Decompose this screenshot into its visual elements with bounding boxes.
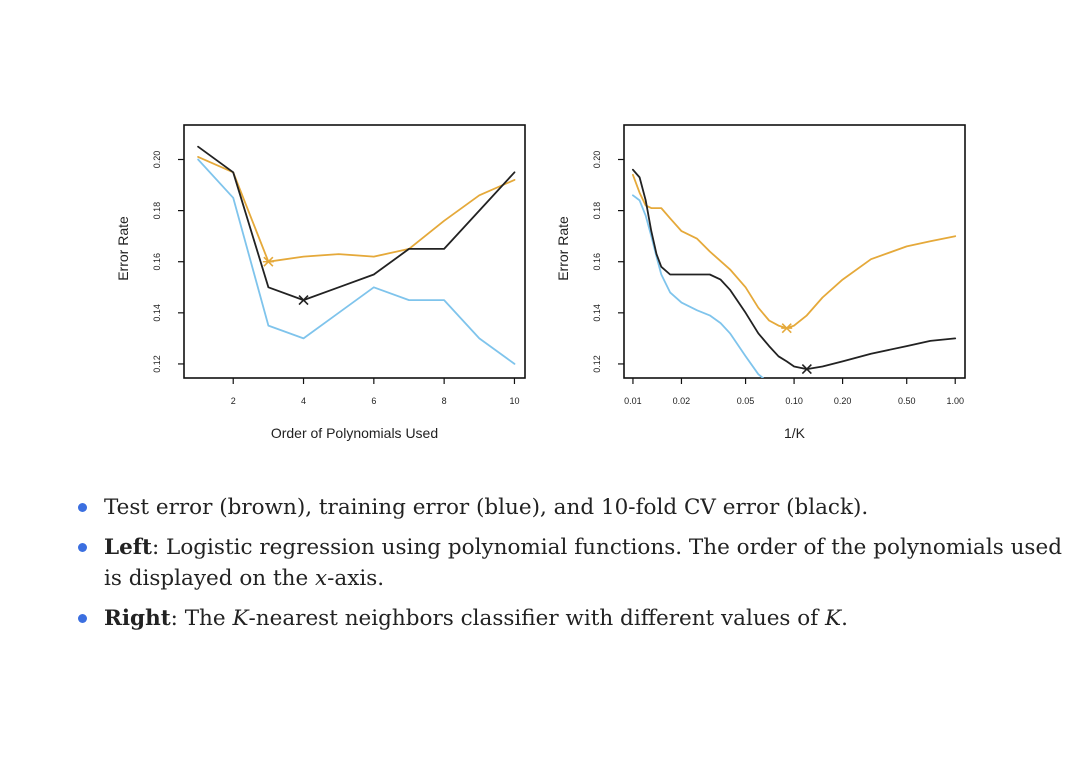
series-line-cv <box>632 168 957 371</box>
math-variable: x <box>315 566 328 591</box>
bullet-text: : Logistic regression using polynomial f… <box>104 535 1062 591</box>
x-tick-label: 0.20 <box>834 396 852 406</box>
x-axis-title: 1/K <box>784 425 806 441</box>
y-tick-label: 0.18 <box>152 202 162 220</box>
y-tick-label: 0.12 <box>152 355 162 373</box>
y-tick-label: 0.12 <box>592 355 602 373</box>
series-line-test <box>632 173 957 330</box>
plot-frame <box>623 124 966 379</box>
bullet-text: : The <box>170 606 233 631</box>
x-tick-label: 0.05 <box>737 396 755 406</box>
series-line-test <box>197 155 516 263</box>
min-cross-marker <box>298 294 309 306</box>
y-tick-label: 0.14 <box>152 304 162 322</box>
left-chart-panel: 2 4 6 8 10 0.12 0.14 0.16 0.18 0.20 Order of Polyn… <box>115 124 526 441</box>
plot-frame <box>183 124 526 379</box>
x-tick-label: 8 <box>442 396 447 406</box>
bullet-text: Test error (brown), training error (blue… <box>104 495 869 520</box>
x-tick-label: 10 <box>509 396 519 406</box>
x-tick-label: 4 <box>301 396 306 406</box>
y-tick-label: 0.16 <box>152 253 162 271</box>
bullet-dot-icon <box>78 543 87 552</box>
bullet-list: Test error (brown), training error (blue… <box>76 492 1076 643</box>
x-tick-label: 0.02 <box>673 396 691 406</box>
x-tick-label: 0.01 <box>624 396 642 406</box>
bullet-bold-label: Left <box>104 535 152 560</box>
marker-stroke <box>298 294 309 306</box>
y-axis-title: Error Rate <box>555 216 571 281</box>
y-tick-label: 0.20 <box>592 151 602 169</box>
y-tick-label: 0.18 <box>592 202 602 220</box>
series-group <box>197 145 516 365</box>
bullet-dot-icon <box>78 614 87 623</box>
y-axis-title: Error Rate <box>115 216 131 281</box>
bullet-item-right: Right: The K-nearest neighbors classifie… <box>76 603 1076 634</box>
min-cross-marker <box>801 363 812 375</box>
bullet-text: -nearest neighbors classifier with diffe… <box>248 606 826 631</box>
min-asterisk-marker <box>262 256 274 267</box>
x-tick-label: 6 <box>371 396 376 406</box>
right-chart-panel: 0.01 0.02 0.05 0.10 0.20 0.50 1.00 0.12 0.14 0.16… <box>555 124 966 441</box>
math-variable: K <box>825 606 842 631</box>
x-tick-label: 0.10 <box>785 396 803 406</box>
series-line-train <box>632 194 764 378</box>
y-tick-label: 0.14 <box>592 304 602 322</box>
y-tick-label: 0.16 <box>592 253 602 271</box>
x-axis-title: Order of Polynomials Used <box>271 425 438 441</box>
x-tick-label: 0.50 <box>898 396 916 406</box>
series-group <box>632 168 957 378</box>
bullet-text: -axis. <box>327 566 385 591</box>
x-tick-label: 2 <box>231 396 236 406</box>
bullet-text: . <box>841 606 848 631</box>
bullet-item-legend: Test error (brown), training error (blue… <box>76 492 1076 523</box>
y-tick-label: 0.20 <box>152 151 162 169</box>
series-line-cv <box>197 145 516 302</box>
bullet-dot-icon <box>78 503 87 512</box>
figure: 2 4 6 8 10 0.12 0.14 0.16 0.18 0.20 Order of Polyn… <box>115 124 966 441</box>
bullet-item-left: Left: Logistic regression using polynomi… <box>76 532 1076 594</box>
min-asterisk-marker <box>781 323 793 334</box>
math-variable: K <box>232 606 249 631</box>
bullet-bold-label: Right <box>104 606 171 631</box>
x-tick-label: 1.00 <box>946 396 964 406</box>
series-line-train <box>197 158 516 365</box>
marker-stroke <box>801 363 812 375</box>
